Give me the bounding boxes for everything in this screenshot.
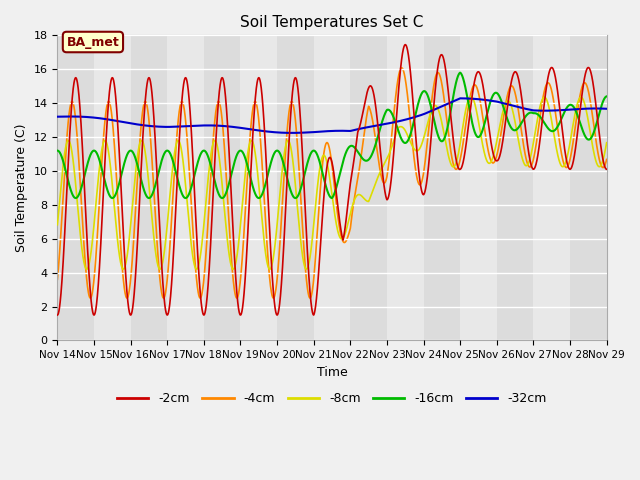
-16cm bbox=[289, 192, 296, 198]
-32cm bbox=[603, 106, 611, 112]
Bar bbox=[460, 36, 497, 340]
-2cm bbox=[559, 130, 566, 136]
-32cm bbox=[284, 130, 292, 136]
-16cm bbox=[109, 195, 116, 201]
-16cm bbox=[284, 180, 292, 185]
Y-axis label: Soil Temperature (C): Soil Temperature (C) bbox=[15, 124, 28, 252]
X-axis label: Time: Time bbox=[317, 366, 348, 379]
Legend: -2cm, -4cm, -8cm, -16cm, -32cm: -2cm, -4cm, -8cm, -16cm, -32cm bbox=[112, 387, 552, 410]
-4cm bbox=[603, 156, 611, 162]
-8cm bbox=[289, 156, 296, 162]
Bar bbox=[350, 36, 387, 340]
-16cm bbox=[586, 136, 594, 142]
-16cm bbox=[603, 94, 611, 99]
-32cm bbox=[54, 114, 61, 120]
-16cm bbox=[452, 78, 460, 84]
-16cm bbox=[559, 113, 566, 119]
-4cm bbox=[86, 295, 94, 301]
Bar bbox=[424, 36, 460, 340]
-4cm bbox=[586, 96, 594, 102]
Title: Soil Temperatures Set C: Soil Temperatures Set C bbox=[241, 15, 424, 30]
-8cm bbox=[284, 138, 292, 144]
-8cm bbox=[452, 158, 460, 164]
-8cm bbox=[467, 94, 475, 99]
-4cm bbox=[559, 156, 566, 162]
-16cm bbox=[54, 148, 61, 154]
-2cm bbox=[401, 42, 409, 48]
-4cm bbox=[284, 116, 292, 121]
-16cm bbox=[456, 70, 464, 75]
Bar bbox=[131, 36, 167, 340]
Bar bbox=[533, 36, 570, 340]
Bar bbox=[314, 36, 350, 340]
Bar bbox=[241, 36, 277, 340]
Line: -8cm: -8cm bbox=[58, 96, 607, 269]
-32cm bbox=[315, 129, 323, 135]
-4cm bbox=[315, 212, 323, 217]
-32cm bbox=[289, 130, 296, 136]
-2cm bbox=[314, 273, 322, 279]
-32cm bbox=[452, 97, 460, 103]
Bar bbox=[167, 36, 204, 340]
-8cm bbox=[603, 140, 611, 145]
-4cm bbox=[397, 65, 405, 71]
-8cm bbox=[193, 266, 200, 272]
-32cm bbox=[288, 130, 296, 136]
Bar bbox=[497, 36, 533, 340]
-16cm bbox=[315, 155, 323, 161]
-8cm bbox=[315, 175, 323, 180]
Text: BA_met: BA_met bbox=[67, 36, 119, 48]
Line: -4cm: -4cm bbox=[58, 68, 607, 298]
-4cm bbox=[453, 166, 461, 172]
-4cm bbox=[54, 276, 61, 282]
Bar bbox=[58, 36, 94, 340]
-32cm bbox=[586, 106, 594, 111]
-32cm bbox=[559, 107, 566, 113]
-8cm bbox=[559, 164, 566, 169]
-2cm bbox=[603, 167, 611, 172]
-32cm bbox=[456, 96, 464, 101]
Line: -32cm: -32cm bbox=[58, 98, 607, 133]
-2cm bbox=[284, 156, 292, 161]
-2cm bbox=[452, 159, 460, 165]
-8cm bbox=[54, 222, 61, 228]
Bar bbox=[94, 36, 131, 340]
-2cm bbox=[54, 312, 61, 318]
Bar bbox=[387, 36, 424, 340]
Bar bbox=[204, 36, 241, 340]
Line: -2cm: -2cm bbox=[58, 45, 607, 315]
Bar bbox=[277, 36, 314, 340]
-2cm bbox=[289, 89, 296, 95]
-8cm bbox=[586, 128, 594, 134]
-2cm bbox=[586, 66, 594, 72]
-4cm bbox=[289, 100, 296, 106]
Bar bbox=[570, 36, 607, 340]
Line: -16cm: -16cm bbox=[58, 72, 607, 198]
